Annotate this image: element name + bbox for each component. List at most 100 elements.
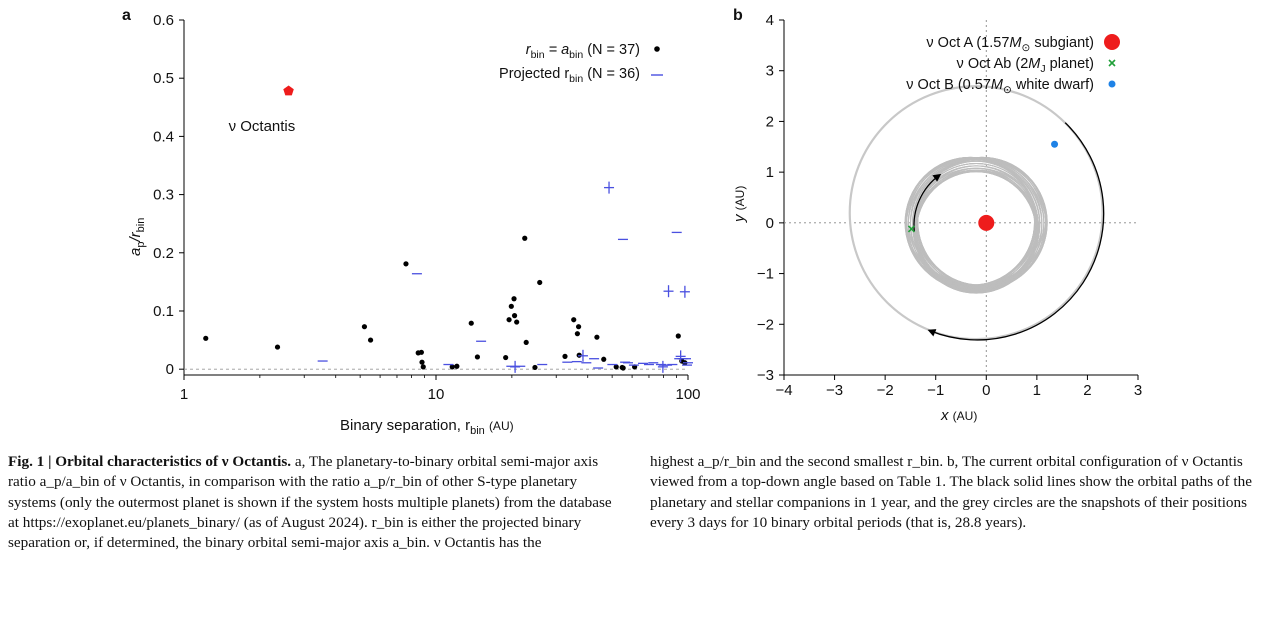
xlabel-unit: (AU) <box>489 419 514 433</box>
x-tick-label: 2 <box>1083 382 1091 399</box>
planet-orbit-snapshots <box>904 156 1048 294</box>
caption-fig-label: Fig. 1 | Orbital characteristics of ν Oc… <box>8 453 292 470</box>
svg-text:ap/rbin: ap/rbin <box>127 218 147 256</box>
data-point-dot <box>449 364 455 370</box>
panel-a-marks <box>203 85 693 373</box>
legend-entry-star-a: ν Oct A (1.57M⊙ subgiant) <box>926 35 1094 54</box>
data-point-dot <box>613 364 619 370</box>
y-tick-label: 0.2 <box>153 245 174 262</box>
y-tick-label: −2 <box>757 316 774 333</box>
x-tick-label: −1 <box>927 382 944 399</box>
y-tick-label: 0.1 <box>153 303 174 320</box>
x-tick-label: 100 <box>675 386 700 403</box>
data-point-dot <box>367 337 374 343</box>
legend-entry-white-dwarf: ν Oct B (0.57M⊙ white dwarf) <box>906 77 1094 96</box>
x-tick-label: 0 <box>982 382 990 399</box>
data-point-cross <box>657 360 668 373</box>
panel-a-legend: rbin = abin (N = 37) Projected rbin (N =… <box>499 42 663 85</box>
data-point-cross <box>510 360 521 373</box>
data-point-dot <box>571 317 577 323</box>
ylabel-b-unit: (AU) <box>733 186 747 211</box>
data-point-dot <box>403 261 409 267</box>
legend-marker-white-dwarf <box>1108 80 1116 88</box>
data-point-dot <box>454 363 460 369</box>
data-point-dot <box>523 339 529 346</box>
panel-label-b: b <box>733 7 743 24</box>
legend-marker-star-a <box>1104 34 1120 50</box>
y-tick-label: −3 <box>757 367 774 384</box>
data-point-cross <box>577 349 588 362</box>
panel-b-marks <box>848 85 1105 341</box>
panel-a-ticks: 0 0.1 0.2 0.3 0.4 0.5 0.6 1 10 100 <box>153 12 700 403</box>
panel-b-xlabel: x (AU) <box>940 407 977 424</box>
panel-a-xlabel: Binary separation, rbin (AU) <box>340 417 514 437</box>
panel-b-axes <box>783 20 1138 376</box>
y-tick-label: 0.5 <box>153 70 174 87</box>
panel-label-a: a <box>122 7 131 24</box>
legend-marker-planet <box>1108 59 1116 67</box>
data-point-dot <box>506 317 512 323</box>
data-point-dot <box>474 354 481 360</box>
panel-b-ylabel: y (AU) <box>731 186 748 223</box>
data-point-dot <box>420 364 426 370</box>
data-point-dot <box>418 349 424 355</box>
data-point-dot <box>514 319 520 325</box>
legend-entry-rbin-abin: rbin = abin (N = 37) <box>526 42 640 61</box>
data-point-dot <box>594 334 600 340</box>
legend-entry-planet: ν Oct Ab (2MJ planet) <box>957 56 1094 75</box>
y-tick-label: 2 <box>766 113 774 130</box>
white-dwarf-orbit-path <box>927 122 1105 341</box>
data-point-cross <box>663 285 674 298</box>
legend-marker-dot <box>654 46 660 52</box>
xlabel-b-unit: (AU) <box>953 409 978 423</box>
caption-left: Fig. 1 | Orbital characteristics of ν Oc… <box>8 452 618 553</box>
y-tick-label: 0.4 <box>153 128 174 145</box>
white-dwarf-marker <box>1051 140 1059 148</box>
data-point-dot <box>511 313 518 319</box>
panel-a-scatter: 0 0.1 0.2 0.3 0.4 0.5 0.6 1 10 100 ν Octantis Bin… <box>127 12 701 437</box>
ylabel-b: y <box>731 213 748 223</box>
data-point-dot <box>508 303 514 309</box>
xlabel-sub: bin <box>470 425 485 437</box>
data-point-dot <box>503 354 509 361</box>
data-point-dot <box>574 331 580 337</box>
x-tick-label: −2 <box>877 382 894 399</box>
data-point-dot <box>203 335 209 341</box>
x-tick-label: 10 <box>428 386 445 403</box>
y-tick-label: 0 <box>166 361 174 378</box>
xlabel-text: Binary separation, r <box>340 417 470 434</box>
y-tick-label: 0.6 <box>153 12 174 29</box>
y-tick-label: 4 <box>766 12 774 29</box>
y-tick-label: 0 <box>766 215 774 232</box>
data-point-dot <box>522 235 528 241</box>
ylabel-a: a <box>127 248 144 256</box>
caption-left-text: a, The planetary-to-binary orbital semi-… <box>8 453 612 552</box>
ylabel-sub1: p <box>135 242 147 248</box>
planet-marker <box>907 225 916 233</box>
highlight-nu-octantis-marker <box>283 85 294 96</box>
x-tick-label: −4 <box>775 382 792 399</box>
x-tick-label: 3 <box>1134 382 1142 399</box>
data-point-dot <box>274 344 281 350</box>
planet-orbit-path <box>913 173 942 232</box>
data-point-cross <box>675 350 686 363</box>
data-point-dot <box>511 296 517 302</box>
ylabel-sub2: bin <box>135 218 147 233</box>
svg-text:Binary separation, rbin (AU): Binary separation, rbin (AU) <box>340 417 514 437</box>
x-tick-label: 1 <box>1033 382 1041 399</box>
data-point-dot <box>620 365 626 371</box>
svg-text:x (AU): x (AU) <box>940 407 977 424</box>
panel-b-legend: ν Oct A (1.57M⊙ subgiant) ν Oct Ab (2MJ … <box>906 34 1120 96</box>
data-point-dot <box>361 324 368 330</box>
star-a-marker <box>978 214 995 231</box>
data-point-dot <box>601 356 607 362</box>
panel-a-ylabel: ap/rbin <box>127 218 147 256</box>
svg-text:y (AU): y (AU) <box>731 186 748 223</box>
legend-entry-projected: Projected rbin (N = 36) <box>499 66 640 85</box>
data-point-dot <box>468 320 474 326</box>
y-tick-label: 1 <box>766 164 774 181</box>
white-dwarf-orbit-snapshots <box>848 85 1104 341</box>
x-tick-label: 1 <box>180 386 188 403</box>
y-tick-label: 0.3 <box>153 187 174 204</box>
